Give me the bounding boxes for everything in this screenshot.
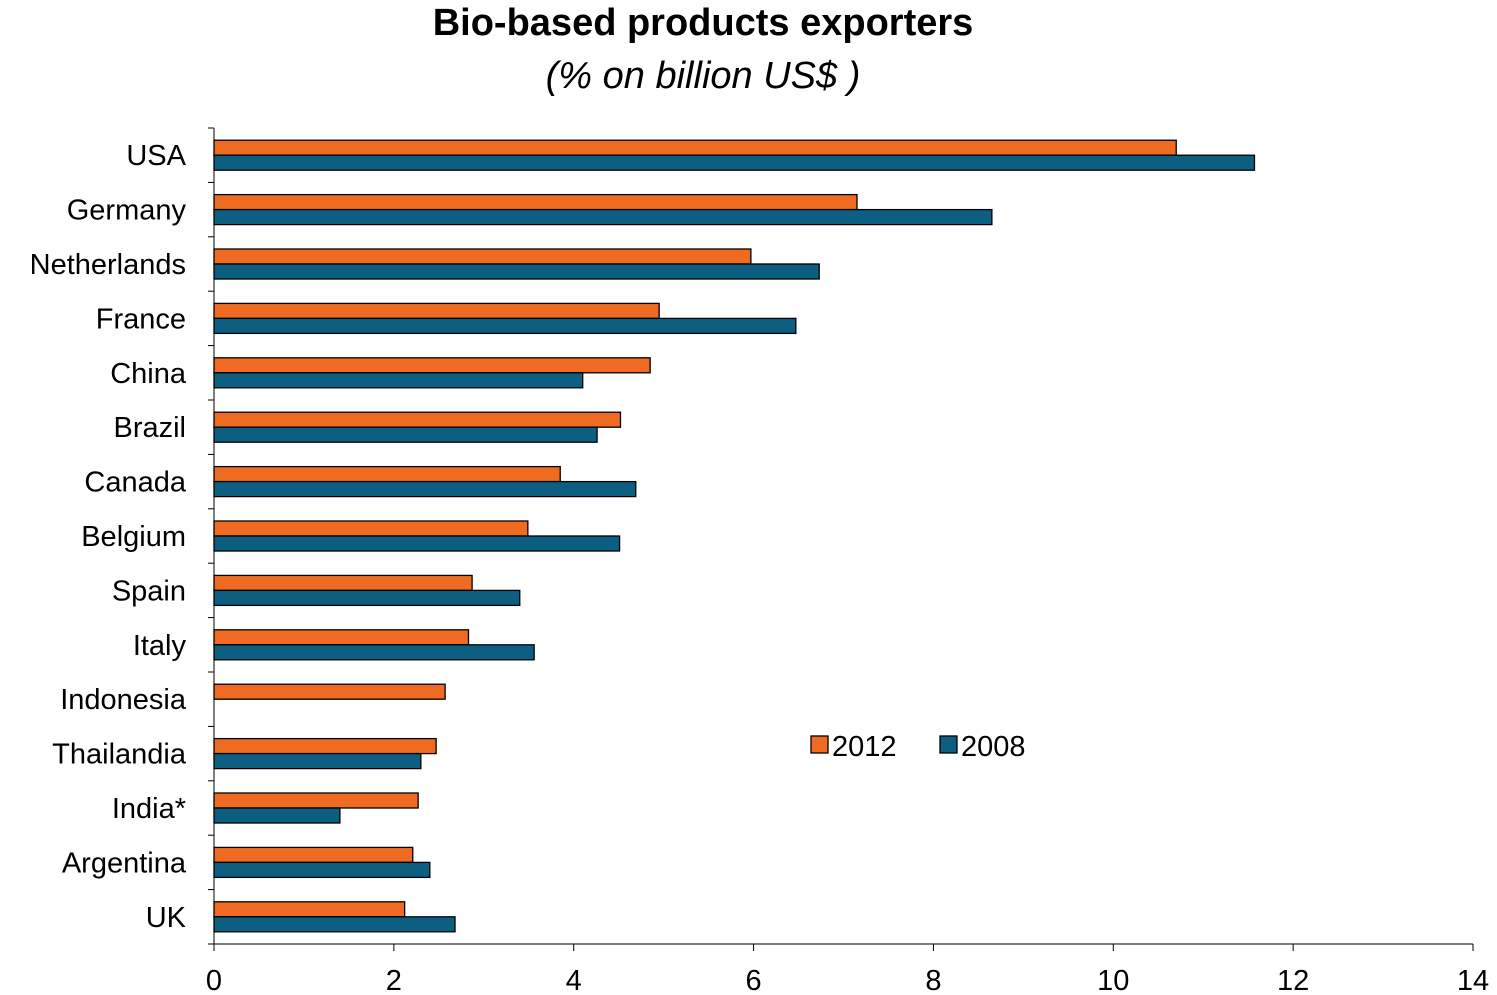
bar-2012-argentina [213,846,414,864]
x-tick-label: 12 [1277,965,1309,995]
bar-2008-thailandia [213,752,422,770]
x-tick-label: 8 [925,965,941,995]
bar-2008-usa [213,154,1256,171]
x-tick-label: 10 [1097,965,1129,995]
category-label: France [96,303,186,335]
chart-title: Bio-based products exporters [432,2,974,44]
chart-subtitle: (% on billion US$ ) [545,55,861,97]
bar-2012-belgium [213,520,529,537]
category-label: Belgium [81,521,186,553]
category-label: China [110,358,187,390]
category-label: Argentina [62,847,187,879]
bar-2012-china [213,357,651,374]
bar-2012-spain [213,574,473,592]
bar-2008-netherlands [213,263,820,280]
bar-2012-indonesia [213,683,446,700]
category-label: Brazil [113,412,186,444]
category-label: India* [112,793,186,825]
bar-2008-germany [213,208,993,226]
category-label: UK [146,902,187,934]
bar-2008-uk [213,916,456,933]
category-label: Germany [67,195,187,227]
bar-2008-argentina [213,861,431,879]
bar-2012-italy [213,629,470,646]
category-label: USA [126,140,186,172]
category-label: Canada [84,467,186,499]
chart-bars [213,139,1256,933]
bar-2008-china [213,372,584,389]
bar-2012-usa [213,139,1177,156]
bar-2008-belgium [213,535,621,552]
chart-legend: 2012 2008 [810,731,1026,763]
bar-2012-india [213,792,419,809]
x-tick-label: 14 [1457,965,1489,995]
x-tick-label: 0 [206,965,222,995]
category-label: Italy [133,630,187,662]
bar-2008-france [213,317,797,335]
bar-2008-canada [213,480,637,498]
legend-swatch-2012 [810,735,829,754]
category-label: Indonesia [60,684,187,716]
bar-2012-netherlands [213,248,752,265]
category-label: Spain [112,575,186,607]
x-tick-label: 6 [746,965,762,995]
bar-2012-brazil [213,411,622,428]
category-label: Thailandia [52,739,187,771]
bar-2012-uk [213,901,406,918]
legend-label-2008: 2008 [961,731,1026,763]
x-tick-label: 4 [566,965,582,995]
bar-2008-india [213,807,341,824]
legend-swatch-2008 [939,735,958,754]
bar-2012-thailandia [213,737,437,755]
bar-2008-italy [213,644,535,661]
x-tick-label: 2 [386,965,402,995]
bar-2012-germany [213,193,858,211]
bar-2012-canada [213,465,561,483]
bar-2008-brazil [213,426,598,443]
legend-label-2012: 2012 [832,731,897,763]
bar-2012-france [213,302,660,320]
category-label: Netherlands [30,249,186,281]
chart-labels: 0 2 4 6 8 10 12 14 USA Germany Netherlands France Ch… [30,140,1490,995]
bar-2008-spain [213,589,521,607]
